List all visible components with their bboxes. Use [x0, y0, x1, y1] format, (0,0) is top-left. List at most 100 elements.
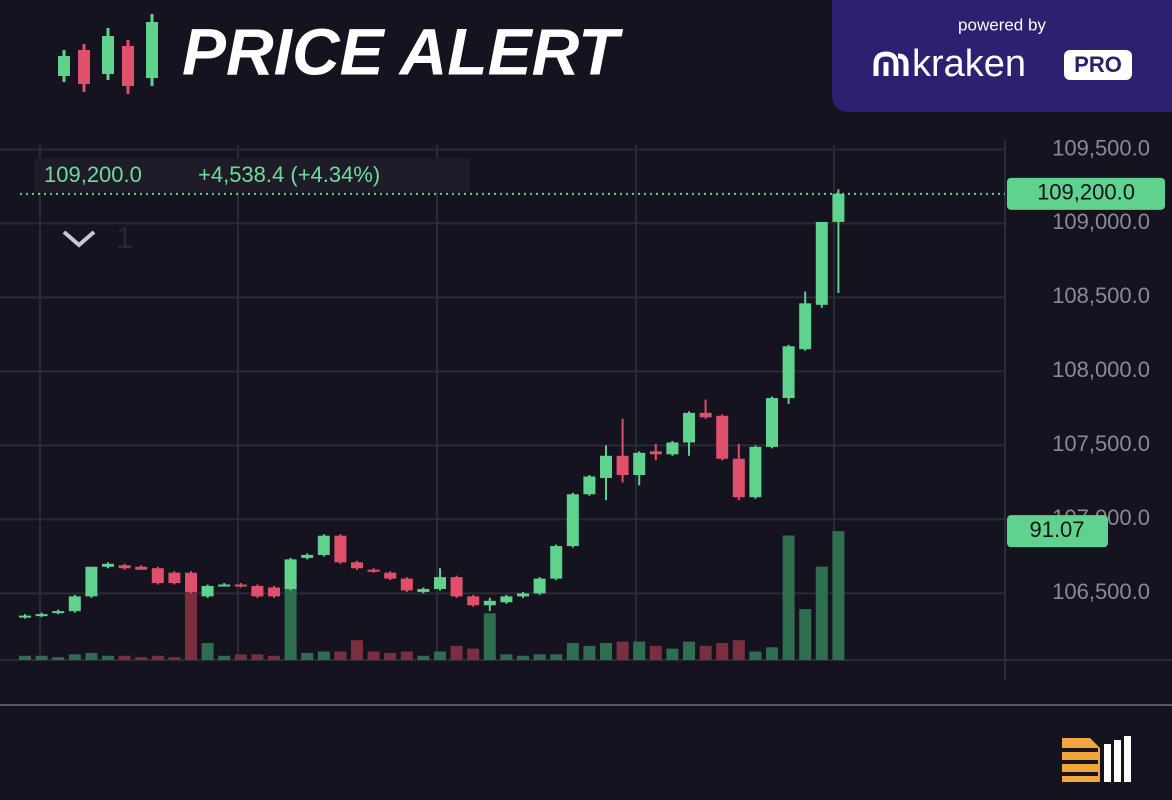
legend-price: 109,200.0 [44, 162, 142, 187]
candle-body [450, 577, 463, 597]
pane-label: 1 [116, 222, 133, 255]
plot [0, 148, 1005, 660]
volume-bar [185, 587, 197, 660]
candle-body [832, 193, 845, 222]
volume-bar [52, 657, 65, 660]
candle-body [367, 569, 380, 572]
candle-body [334, 535, 347, 563]
candle-body [400, 578, 413, 591]
candle-body [35, 614, 48, 617]
volume-bar [151, 655, 164, 660]
candle-body [351, 562, 363, 569]
volume-bar [201, 643, 214, 660]
volume-bar [649, 645, 662, 660]
volume-bar [483, 613, 496, 660]
candle-body [284, 559, 297, 589]
brand-icon [873, 51, 909, 76]
candle-body [815, 221, 828, 305]
candle-body [633, 452, 646, 476]
volume-bar [434, 651, 446, 660]
candle-body [666, 442, 679, 455]
y-tick-label: 106,500.0 [1052, 579, 1150, 604]
candle-body [782, 346, 795, 399]
candle-body [749, 446, 762, 498]
volume-bar [102, 655, 114, 660]
volume-bar [517, 655, 529, 660]
page-title: PRICE ALERT [182, 14, 623, 88]
volume-bar [633, 641, 646, 660]
volume-bar [450, 645, 463, 660]
volume-bar [367, 651, 380, 660]
volume-bar [135, 657, 148, 660]
y-tick-label: 107,500.0 [1052, 431, 1150, 456]
volume-bar [301, 652, 314, 660]
candle-body [168, 572, 181, 584]
candle-body [434, 577, 446, 589]
volume-bar [317, 651, 330, 660]
volume-bar [384, 652, 397, 660]
candle-body [68, 596, 81, 612]
candle-body [766, 398, 778, 447]
candle-body [218, 584, 231, 587]
y-tick-label: 108,000.0 [1052, 357, 1150, 382]
candle-body [234, 584, 247, 587]
volume-bar [500, 654, 513, 660]
candle-body [301, 554, 314, 558]
candle-body [201, 586, 214, 597]
candle-body [185, 572, 197, 592]
candle-body [417, 588, 430, 592]
candle-body [716, 415, 729, 459]
volume-bar [583, 645, 596, 660]
volume-bar [566, 643, 579, 660]
volume-bar [699, 645, 712, 660]
corner-logo [1062, 736, 1131, 782]
volume-bar [550, 654, 563, 660]
last-price-box [1007, 177, 1165, 210]
y-tick-label: 108,500.0 [1052, 283, 1150, 308]
volume-bar [533, 654, 546, 660]
volume-bar [251, 654, 264, 660]
candle-body [102, 563, 114, 567]
volume-bar [467, 648, 480, 660]
volume-label: 91.07 [1029, 517, 1084, 542]
volume-bar [666, 648, 679, 660]
candle-body [467, 596, 480, 606]
candle-body [19, 615, 31, 618]
candle-body [500, 596, 513, 603]
last-price-label: 109,200.0 [1037, 180, 1135, 205]
sponsor-panel [832, 0, 1172, 112]
candle-body [683, 412, 695, 443]
candle-body [583, 476, 596, 495]
volume-bar [732, 640, 745, 660]
volume-bar [417, 655, 430, 660]
logo-icon [58, 14, 158, 94]
volume-bar [815, 566, 828, 660]
volume-bar [218, 655, 231, 660]
candle-body [566, 494, 579, 547]
candle-body [533, 578, 546, 594]
volume-bar [334, 651, 347, 660]
volume-bar [749, 651, 762, 660]
volume-bar [118, 655, 131, 660]
candle-body [550, 546, 563, 579]
powered-by: powered by [958, 15, 1046, 34]
volume-bar [19, 655, 31, 660]
candle-body [52, 611, 65, 614]
candle-body [251, 586, 264, 597]
volume-bar [168, 657, 181, 660]
brand: kraken [912, 43, 1026, 85]
candle-body [649, 451, 662, 455]
collapse-chevron[interactable] [62, 230, 96, 248]
candle-body [600, 455, 612, 478]
volume-bar [284, 587, 297, 660]
volume-bar [85, 652, 98, 660]
candle-body [732, 458, 745, 498]
candle-body [799, 303, 812, 350]
legend-change: +4,538.4 (+4.34%) [198, 162, 380, 187]
volume-bar [782, 535, 795, 660]
volume-bar [600, 643, 612, 660]
candle-body [85, 566, 98, 597]
candle-body [483, 600, 496, 606]
volume-bar [268, 655, 280, 660]
